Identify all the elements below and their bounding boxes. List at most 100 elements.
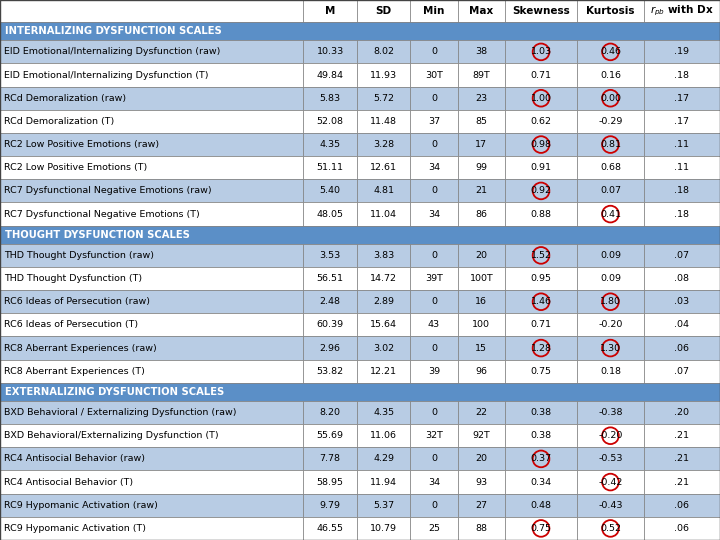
Text: 0.18: 0.18 — [600, 367, 621, 376]
Bar — [458, 133, 505, 156]
Text: -0.20: -0.20 — [598, 320, 623, 329]
Text: .21: .21 — [675, 431, 690, 440]
Text: 0.38: 0.38 — [531, 431, 552, 440]
Bar — [0, 64, 303, 86]
Text: .08: .08 — [675, 274, 690, 283]
Text: 23: 23 — [475, 94, 487, 103]
Text: 0.71: 0.71 — [531, 320, 552, 329]
Text: 11.94: 11.94 — [370, 477, 397, 487]
Text: .11: .11 — [675, 140, 690, 149]
Text: 20: 20 — [475, 454, 487, 463]
Bar — [458, 313, 505, 336]
Text: 7.78: 7.78 — [320, 454, 341, 463]
Text: 39T: 39T — [425, 274, 443, 283]
Bar — [505, 447, 577, 470]
Bar — [458, 0, 505, 22]
Bar — [303, 401, 357, 424]
Text: 58.95: 58.95 — [317, 477, 343, 487]
Text: 0: 0 — [431, 251, 437, 260]
Bar — [410, 290, 458, 313]
Bar — [0, 110, 303, 133]
Text: 1.30: 1.30 — [600, 343, 621, 353]
Text: 34: 34 — [428, 477, 440, 487]
Bar — [577, 494, 644, 517]
Bar — [458, 244, 505, 267]
Text: 49.84: 49.84 — [317, 71, 343, 79]
Bar — [410, 202, 458, 226]
Bar — [458, 110, 505, 133]
Text: THOUGHT DYSFUNCTION SCALES: THOUGHT DYSFUNCTION SCALES — [5, 230, 190, 240]
Text: 0: 0 — [431, 343, 437, 353]
Text: RC2 Low Positive Emotions (raw): RC2 Low Positive Emotions (raw) — [4, 140, 159, 149]
Text: RC2 Low Positive Emotions (T): RC2 Low Positive Emotions (T) — [4, 163, 148, 172]
Text: .07: .07 — [675, 251, 690, 260]
Text: 0.75: 0.75 — [531, 367, 552, 376]
Text: 27: 27 — [475, 501, 487, 510]
Bar — [0, 470, 303, 494]
Text: 8.20: 8.20 — [320, 408, 341, 417]
Bar — [0, 517, 303, 540]
Bar — [410, 360, 458, 383]
Text: 0: 0 — [431, 297, 437, 306]
Bar — [0, 133, 303, 156]
Bar — [0, 22, 720, 40]
Bar — [357, 133, 410, 156]
Bar — [410, 267, 458, 290]
Text: 37: 37 — [428, 117, 440, 126]
Bar — [644, 470, 720, 494]
Bar — [644, 360, 720, 383]
Text: 92T: 92T — [472, 431, 490, 440]
Bar — [0, 313, 303, 336]
Text: RCd Demoralization (T): RCd Demoralization (T) — [4, 117, 114, 126]
Bar — [357, 401, 410, 424]
Text: .06: .06 — [675, 524, 690, 533]
Bar — [357, 447, 410, 470]
Bar — [357, 40, 410, 64]
Bar — [505, 133, 577, 156]
Bar — [505, 202, 577, 226]
Text: 0.46: 0.46 — [600, 48, 621, 56]
Text: 21: 21 — [475, 186, 487, 195]
Text: 11.04: 11.04 — [370, 210, 397, 219]
Text: 46.55: 46.55 — [317, 524, 343, 533]
Text: 4.29: 4.29 — [373, 454, 394, 463]
Text: Skewness: Skewness — [512, 6, 570, 16]
Text: 1.46: 1.46 — [531, 297, 552, 306]
Text: -0.29: -0.29 — [598, 117, 623, 126]
Bar — [410, 244, 458, 267]
Text: 93: 93 — [475, 477, 487, 487]
Text: 3.83: 3.83 — [373, 251, 395, 260]
Bar — [577, 110, 644, 133]
Bar — [357, 313, 410, 336]
Bar — [505, 517, 577, 540]
Text: RCd Demoralization (raw): RCd Demoralization (raw) — [4, 94, 126, 103]
Text: 38: 38 — [475, 48, 487, 56]
Bar — [357, 202, 410, 226]
Text: 0.09: 0.09 — [600, 251, 621, 260]
Bar — [644, 267, 720, 290]
Bar — [458, 40, 505, 64]
Bar — [410, 336, 458, 360]
Bar — [505, 86, 577, 110]
Text: EXTERNALIZING DYSFUNCTION SCALES: EXTERNALIZING DYSFUNCTION SCALES — [5, 387, 224, 397]
Bar — [505, 336, 577, 360]
Bar — [644, 40, 720, 64]
Bar — [644, 244, 720, 267]
Bar — [458, 179, 505, 202]
Bar — [505, 424, 577, 447]
Text: 100T: 100T — [469, 274, 493, 283]
Bar — [458, 424, 505, 447]
Bar — [303, 156, 357, 179]
Text: BXD Behavioral / Externalizing Dysfunction (raw): BXD Behavioral / Externalizing Dysfuncti… — [4, 408, 236, 417]
Text: 11.93: 11.93 — [370, 71, 397, 79]
Bar — [410, 401, 458, 424]
Text: 0.75: 0.75 — [531, 524, 552, 533]
Text: 32T: 32T — [425, 431, 443, 440]
Bar — [410, 517, 458, 540]
Text: 96: 96 — [475, 367, 487, 376]
Bar — [303, 86, 357, 110]
Text: 0.52: 0.52 — [600, 524, 621, 533]
Text: 0: 0 — [431, 48, 437, 56]
Bar — [505, 64, 577, 86]
Text: 4.35: 4.35 — [373, 408, 395, 417]
